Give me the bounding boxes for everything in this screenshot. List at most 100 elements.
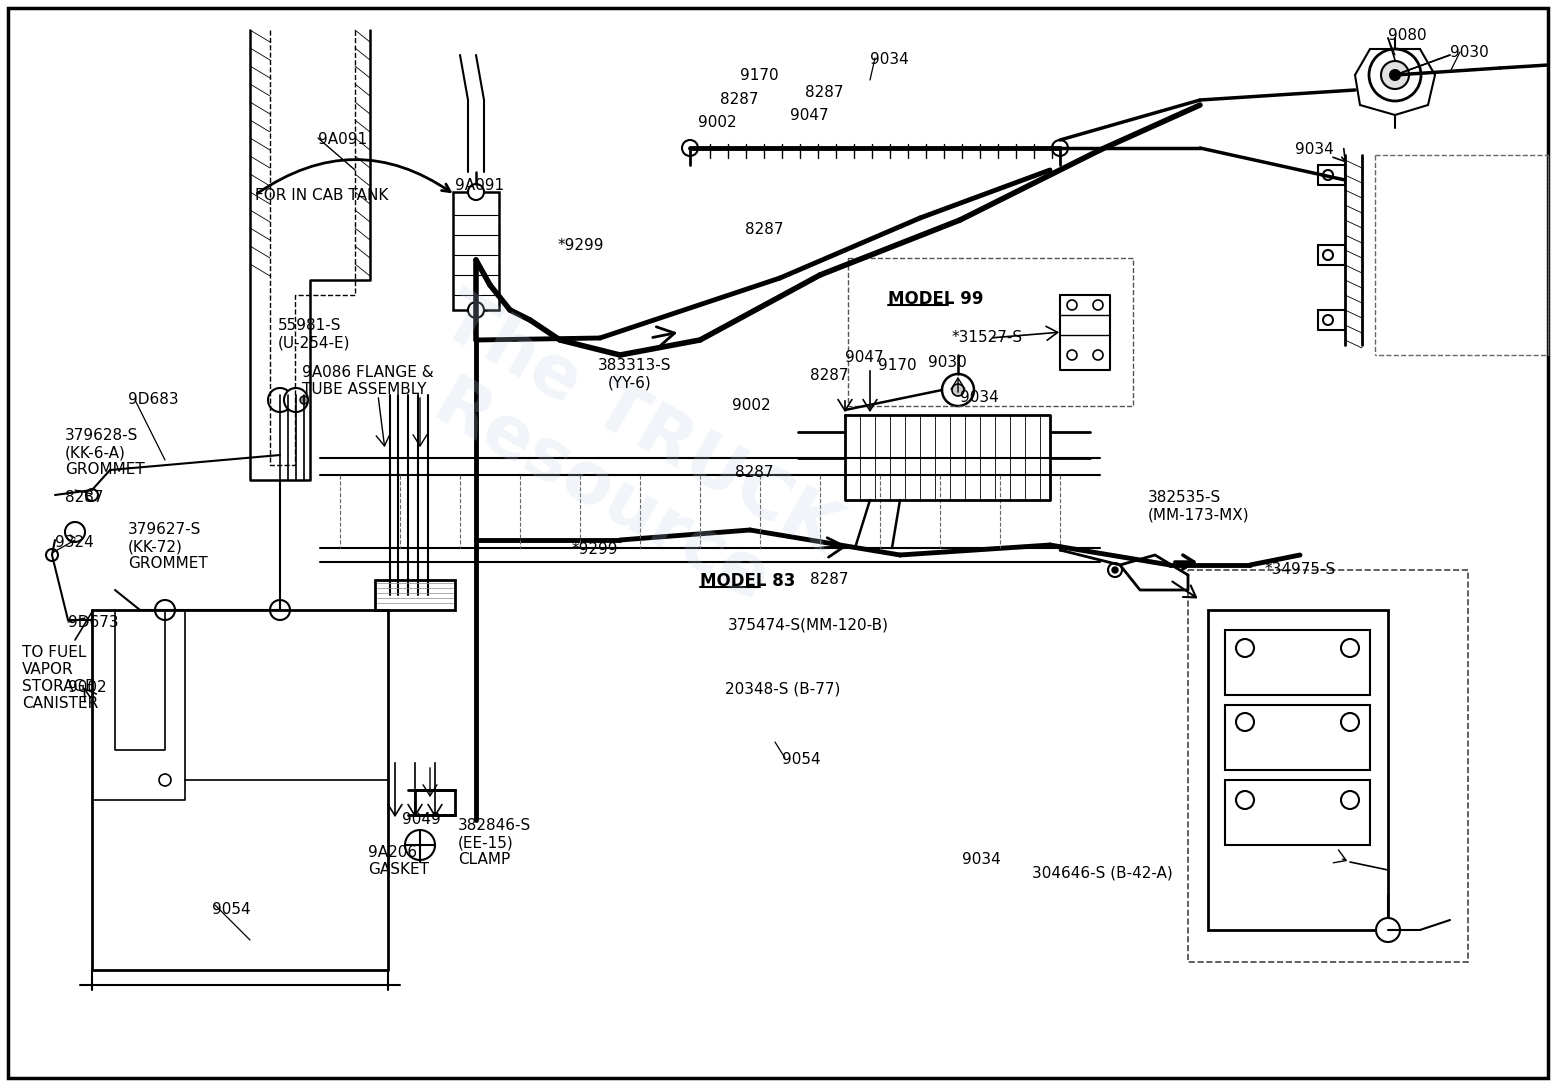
Circle shape <box>952 384 965 396</box>
Circle shape <box>1323 171 1333 180</box>
Text: The TRUCK
Resource: The TRUCK Resource <box>389 283 851 636</box>
Text: 9170: 9170 <box>741 68 778 83</box>
Bar <box>1187 570 1467 962</box>
Text: 9A086 FLANGE &: 9A086 FLANGE & <box>302 365 434 380</box>
Text: 9080: 9080 <box>1388 28 1427 43</box>
Text: 9002: 9002 <box>731 397 770 413</box>
Text: 9034: 9034 <box>960 390 999 405</box>
Text: 9054: 9054 <box>212 902 251 917</box>
Circle shape <box>268 388 293 412</box>
Text: 9A091: 9A091 <box>454 178 504 193</box>
Circle shape <box>1323 315 1333 325</box>
Circle shape <box>1092 350 1103 359</box>
Text: 9170: 9170 <box>878 358 916 372</box>
Text: (KK-6-A): (KK-6-A) <box>65 445 126 460</box>
Circle shape <box>1067 350 1077 359</box>
Circle shape <box>285 388 308 412</box>
Text: VAPOR: VAPOR <box>22 662 73 677</box>
Text: (MM-173-MX): (MM-173-MX) <box>1148 507 1249 522</box>
Text: 383313-S: 383313-S <box>598 358 672 372</box>
Text: 382846-S: 382846-S <box>457 818 531 833</box>
Text: 20348-S (B-77): 20348-S (B-77) <box>725 682 840 697</box>
Bar <box>1207 610 1388 930</box>
Circle shape <box>468 302 484 318</box>
Text: GROMMET: GROMMET <box>128 556 209 571</box>
Text: 9047: 9047 <box>845 350 884 365</box>
Text: 375474-S(MM-120-B): 375474-S(MM-120-B) <box>728 618 888 633</box>
Text: 9D673: 9D673 <box>68 615 118 630</box>
Text: *31527-S: *31527-S <box>952 330 1024 345</box>
Circle shape <box>271 599 289 620</box>
Circle shape <box>1235 639 1254 657</box>
Text: *9299: *9299 <box>559 238 604 253</box>
Circle shape <box>159 774 171 786</box>
Circle shape <box>1390 70 1400 80</box>
Circle shape <box>1341 639 1358 657</box>
Text: 9030: 9030 <box>1450 45 1489 60</box>
Text: CANISTER: CANISTER <box>22 696 98 711</box>
Circle shape <box>1341 791 1358 809</box>
Text: FOR IN CAB TANK: FOR IN CAB TANK <box>255 188 389 203</box>
Text: 55981-S: 55981-S <box>279 318 341 333</box>
Text: 9D683: 9D683 <box>128 392 179 407</box>
Circle shape <box>468 184 484 200</box>
Circle shape <box>1235 791 1254 809</box>
Text: GROMMET: GROMMET <box>65 462 145 477</box>
Text: CLAMP: CLAMP <box>457 853 510 867</box>
Text: MODEL 99: MODEL 99 <box>888 290 983 308</box>
Text: 8287: 8287 <box>720 92 758 108</box>
Text: *9299: *9299 <box>573 542 618 557</box>
Text: 9034: 9034 <box>1295 142 1333 157</box>
Text: GASKET: GASKET <box>369 862 429 877</box>
Text: (EE-15): (EE-15) <box>457 835 513 850</box>
Bar <box>415 790 454 814</box>
Text: 9002: 9002 <box>68 680 107 695</box>
Text: 9324: 9324 <box>54 535 93 550</box>
Bar <box>453 192 499 310</box>
Text: TO FUEL: TO FUEL <box>22 645 87 660</box>
Circle shape <box>86 489 98 501</box>
Circle shape <box>1376 918 1400 942</box>
Circle shape <box>65 522 86 542</box>
Text: (U-254-E): (U-254-E) <box>279 334 350 350</box>
Text: 9002: 9002 <box>699 115 736 130</box>
Circle shape <box>405 830 436 860</box>
Circle shape <box>1108 563 1122 577</box>
Text: MODEL 83: MODEL 83 <box>700 572 795 590</box>
Text: 8287: 8287 <box>745 222 784 237</box>
Text: 9049: 9049 <box>401 812 440 828</box>
Circle shape <box>1067 300 1077 310</box>
Text: 304646-S (B-42-A): 304646-S (B-42-A) <box>1032 866 1173 880</box>
Text: (YY-6): (YY-6) <box>608 375 652 390</box>
Text: 379628-S: 379628-S <box>65 428 138 443</box>
Text: 379627-S: 379627-S <box>128 522 201 536</box>
Text: TUBE ASSEMBLY: TUBE ASSEMBLY <box>302 382 426 397</box>
Bar <box>1225 705 1369 770</box>
Text: 8287: 8287 <box>804 85 843 100</box>
Text: 9A206: 9A206 <box>369 845 417 860</box>
Text: 9047: 9047 <box>790 108 829 123</box>
Bar <box>1225 630 1369 695</box>
Text: 9034: 9034 <box>962 853 1001 867</box>
Text: 9A091: 9A091 <box>317 132 367 147</box>
Circle shape <box>285 396 293 404</box>
Circle shape <box>47 550 58 561</box>
Circle shape <box>1235 714 1254 731</box>
Text: 8287: 8287 <box>811 368 848 383</box>
Bar <box>1225 780 1369 845</box>
Text: 9054: 9054 <box>783 752 820 767</box>
Circle shape <box>1092 300 1103 310</box>
Text: (KK-72): (KK-72) <box>128 539 184 554</box>
Circle shape <box>1323 250 1333 260</box>
Circle shape <box>156 599 174 620</box>
Circle shape <box>1369 49 1421 101</box>
Text: 8287: 8287 <box>811 572 848 588</box>
Text: *34975-S: *34975-S <box>1265 561 1337 577</box>
Circle shape <box>1052 140 1067 156</box>
Circle shape <box>1382 61 1410 89</box>
Circle shape <box>1113 567 1119 573</box>
Bar <box>848 258 1133 406</box>
Text: 382535-S: 382535-S <box>1148 490 1221 505</box>
Text: 9030: 9030 <box>927 355 966 370</box>
Circle shape <box>941 374 974 406</box>
